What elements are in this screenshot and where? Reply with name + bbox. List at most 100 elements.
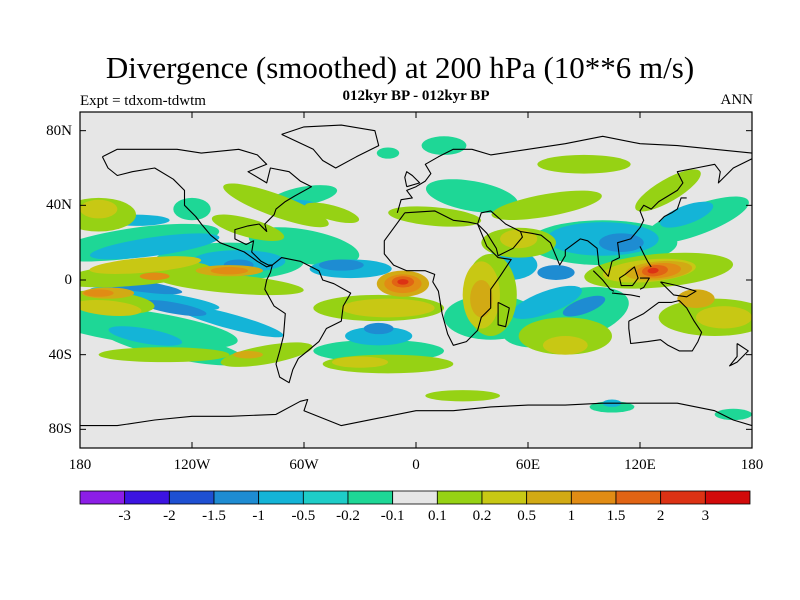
contour-region-slight-positive	[425, 390, 500, 402]
colorbar-swatch	[258, 490, 304, 505]
axis-ticks	[79, 112, 753, 448]
colorbar-swatch	[526, 490, 572, 505]
colorbar-swatch	[79, 490, 126, 505]
axis-tick-label: 60E	[515, 457, 541, 473]
coastline-segment	[80, 398, 752, 427]
contour-region-extreme-positive	[397, 279, 409, 285]
contour-region-moderate-negative	[562, 295, 606, 317]
contour-region-near-zero-negative	[421, 136, 467, 155]
contour-region-moderate-negative	[598, 233, 644, 253]
contour-region-weak-positive	[341, 298, 435, 318]
axis-tick-label: 3	[701, 508, 710, 524]
axis-tick-label: 120W	[173, 457, 211, 473]
axis-tick-label: 0.1	[427, 508, 447, 524]
contour-region-near-zero-negative	[376, 147, 400, 159]
contour-region-moderate-positive	[677, 289, 715, 308]
axis-tick-label: 180	[740, 457, 764, 473]
axis-tick-label: 120E	[624, 457, 656, 473]
axis-tick-label: 1.5	[606, 508, 626, 524]
colorbar-swatch	[436, 490, 483, 505]
contour-region-strong-positive	[83, 289, 114, 297]
divergence-field	[80, 136, 752, 420]
contour-region-slight-positive	[388, 206, 482, 227]
contour-region-slight-positive	[98, 347, 230, 363]
contour-region-strong-positive	[139, 272, 170, 280]
axis-tick-label: 0	[64, 272, 73, 288]
axis-tick-label: 0	[412, 457, 420, 473]
contour-region-slight-positive	[635, 169, 701, 212]
coastline-segment	[639, 246, 652, 268]
coastline-segment	[618, 266, 639, 287]
contour-region-weak-negative	[108, 326, 183, 346]
contour-region-moderate-positive	[470, 280, 493, 318]
coastline-segment	[497, 301, 510, 328]
coastline-segment	[658, 197, 687, 223]
colorbar-swatch	[302, 490, 349, 505]
axis-tick-label: 40N	[46, 197, 72, 214]
contour-region-weak-negative	[345, 326, 413, 346]
coastline-segment	[729, 343, 749, 367]
contour-region-near-zero-negative	[425, 179, 519, 213]
contour-region-weak-positive	[332, 356, 388, 368]
contour-region-slight-positive	[211, 214, 285, 241]
contour-region-slight-positive	[223, 183, 329, 228]
axis-tick-label: -0.1	[380, 508, 405, 524]
colorbar-swatch	[704, 490, 751, 505]
contour-region-near-zero-negative	[714, 408, 752, 420]
axis-tick-label: -2	[163, 508, 176, 524]
axis-tick-label: -1	[252, 508, 265, 524]
contour-region-weak-negative	[89, 233, 220, 260]
coastline-segment	[660, 281, 697, 298]
contour-region-weak-negative	[660, 201, 714, 228]
colorbar-swatch	[213, 490, 260, 505]
contour-region-moderate-negative	[318, 259, 364, 271]
contour-region-weak-negative	[511, 285, 582, 319]
axis-tick-label: 60W	[289, 457, 319, 473]
contour-region-moderate-negative	[363, 322, 394, 335]
colorbar-swatch	[570, 490, 617, 505]
axis-tick-label: 80N	[46, 122, 72, 139]
coastline-segment	[477, 210, 523, 257]
axis-tick-label: 40S	[48, 346, 72, 363]
contour-region-slight-positive	[304, 202, 360, 224]
axis-tick-label: 0.2	[472, 508, 492, 524]
colorbar-swatch	[168, 490, 215, 505]
contour-region-slight-positive	[154, 272, 304, 296]
colorbar-swatch	[124, 490, 170, 505]
axis-tick-label: -0.2	[336, 508, 360, 524]
contour-region-strong-positive	[210, 266, 248, 275]
contour-region-moderate-negative	[537, 265, 575, 280]
colorbar	[79, 490, 751, 505]
coastline-segment	[628, 299, 703, 352]
coastline-segment	[264, 257, 352, 384]
contour-region-slight-positive	[537, 154, 631, 174]
coastline-segment	[101, 148, 313, 268]
colorbar-swatch	[347, 490, 394, 505]
coastline-segment	[383, 210, 512, 346]
axis-tick-label: -1.5	[202, 508, 226, 524]
colorbar-swatch	[392, 490, 438, 505]
coastline-segment	[592, 270, 615, 292]
contour-region-weak-positive	[542, 336, 588, 355]
axis-tick-label: 0.5	[517, 508, 537, 524]
coastline-segment	[611, 292, 641, 298]
contour-region-weak-positive	[696, 306, 752, 329]
axis-tick-label: 2	[656, 508, 665, 524]
contour-region-moderate-negative	[140, 299, 207, 317]
axis-tick-label: 1	[567, 508, 576, 524]
contour-region-moderate-positive	[233, 350, 263, 359]
colorbar-swatch	[481, 490, 528, 505]
axis-tick-label: 180	[68, 457, 92, 473]
contour-region-slight-positive	[220, 342, 313, 367]
colorbar-swatch	[660, 490, 706, 505]
season-label: ANN	[720, 92, 754, 108]
contour-region-near-zero-negative	[173, 197, 211, 221]
plot-title: Divergence (smoothed) at 200 hPa (10**6 …	[105, 50, 695, 85]
contour-region-slight-positive	[518, 317, 612, 355]
coastline-segment	[639, 277, 650, 290]
contour-region-slight-positive	[491, 190, 602, 221]
contour-region-weak-positive	[80, 199, 118, 219]
axis-tick-label: -3	[118, 508, 131, 524]
contour-region-extreme-positive	[647, 267, 659, 274]
